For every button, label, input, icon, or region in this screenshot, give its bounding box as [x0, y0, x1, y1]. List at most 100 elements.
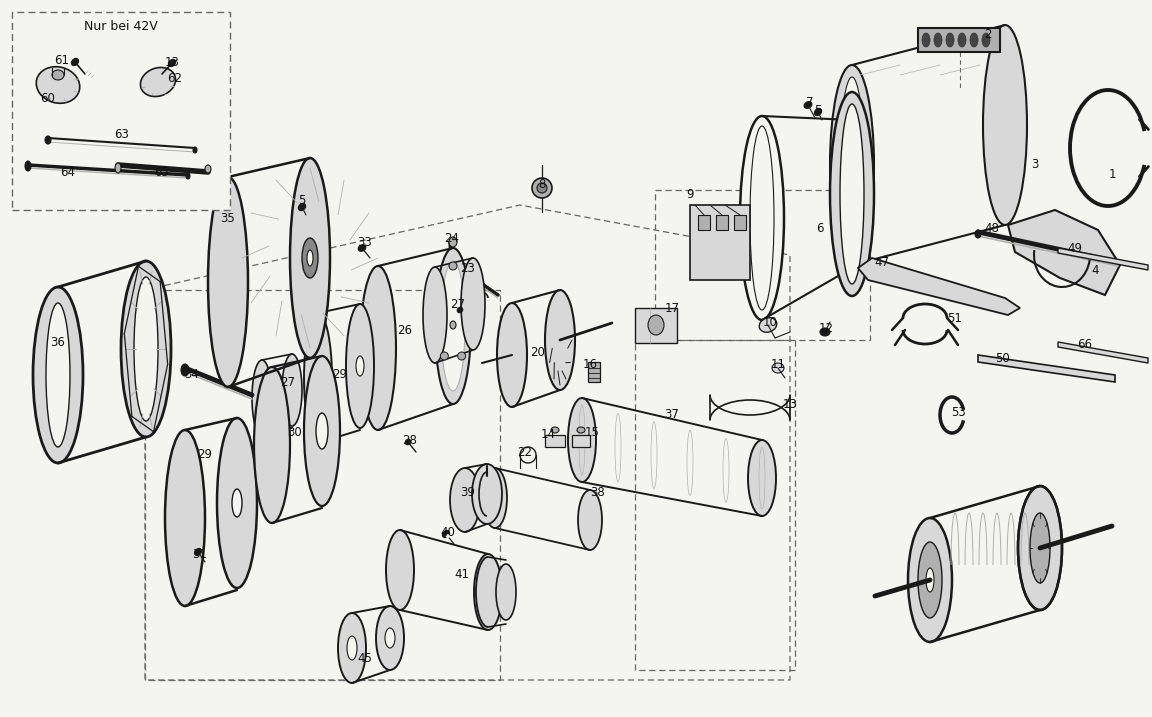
Ellipse shape: [181, 364, 189, 376]
Polygon shape: [978, 355, 1115, 382]
Ellipse shape: [359, 266, 396, 430]
Ellipse shape: [975, 230, 982, 238]
Text: 9: 9: [687, 189, 694, 201]
Bar: [690, 205, 750, 280]
Text: 12: 12: [819, 321, 834, 335]
Text: 5: 5: [298, 194, 305, 206]
Ellipse shape: [52, 70, 65, 80]
Ellipse shape: [195, 549, 202, 556]
Text: Nur bei 42V: Nur bei 42V: [84, 21, 158, 34]
Ellipse shape: [804, 102, 812, 108]
Ellipse shape: [934, 33, 942, 47]
Ellipse shape: [304, 313, 332, 443]
Ellipse shape: [252, 360, 272, 436]
Ellipse shape: [740, 116, 785, 320]
Text: 40: 40: [440, 526, 455, 538]
Ellipse shape: [1030, 513, 1049, 583]
Text: 7: 7: [806, 95, 813, 108]
Text: 29: 29: [197, 449, 212, 462]
Ellipse shape: [814, 108, 821, 115]
Ellipse shape: [551, 427, 559, 433]
Text: 36: 36: [51, 336, 66, 348]
Ellipse shape: [568, 398, 596, 482]
Text: 38: 38: [591, 485, 605, 498]
Ellipse shape: [121, 261, 170, 437]
Text: 61: 61: [54, 54, 69, 67]
Text: 64: 64: [61, 166, 76, 179]
Text: 5: 5: [814, 103, 821, 116]
Text: 17: 17: [665, 302, 680, 315]
Text: 27: 27: [280, 376, 296, 389]
Ellipse shape: [545, 290, 575, 390]
Ellipse shape: [829, 92, 874, 296]
Ellipse shape: [946, 33, 954, 47]
Ellipse shape: [217, 418, 257, 588]
Ellipse shape: [232, 489, 242, 517]
Ellipse shape: [820, 328, 829, 336]
Ellipse shape: [306, 250, 313, 266]
Polygon shape: [1058, 248, 1149, 270]
Text: 29: 29: [333, 369, 348, 381]
Ellipse shape: [647, 315, 664, 335]
Ellipse shape: [983, 25, 1026, 225]
Text: 16: 16: [583, 358, 598, 371]
Text: 26: 26: [397, 323, 412, 336]
Ellipse shape: [840, 77, 864, 253]
Ellipse shape: [970, 33, 978, 47]
Text: 41: 41: [455, 569, 470, 581]
Ellipse shape: [450, 468, 480, 532]
Ellipse shape: [473, 554, 502, 630]
Ellipse shape: [457, 352, 465, 360]
Ellipse shape: [918, 542, 942, 618]
Ellipse shape: [577, 427, 585, 433]
Ellipse shape: [298, 204, 305, 211]
Ellipse shape: [1018, 486, 1062, 610]
Text: 35: 35: [221, 212, 235, 224]
Text: 66: 66: [1077, 338, 1092, 351]
Text: 37: 37: [665, 409, 680, 422]
Bar: [698, 215, 710, 230]
Text: 65: 65: [154, 166, 169, 179]
Ellipse shape: [497, 564, 516, 620]
Text: 4: 4: [1091, 264, 1099, 277]
Ellipse shape: [450, 321, 456, 329]
Text: 33: 33: [357, 235, 372, 249]
Ellipse shape: [759, 318, 776, 332]
Text: 34: 34: [184, 369, 199, 381]
Ellipse shape: [45, 136, 51, 144]
Text: 60: 60: [40, 92, 55, 105]
Text: 10: 10: [763, 315, 778, 328]
Ellipse shape: [168, 60, 175, 67]
Ellipse shape: [25, 161, 31, 171]
Text: 51: 51: [948, 311, 962, 325]
Text: 28: 28: [402, 434, 417, 447]
Text: 13: 13: [165, 55, 180, 69]
Ellipse shape: [449, 262, 457, 270]
Ellipse shape: [386, 530, 414, 610]
Bar: [573, 435, 590, 447]
Ellipse shape: [423, 267, 447, 363]
Text: 47: 47: [874, 255, 889, 268]
Text: 14: 14: [540, 429, 555, 442]
Ellipse shape: [537, 183, 547, 193]
Text: 50: 50: [994, 351, 1009, 364]
Polygon shape: [1008, 210, 1120, 295]
Ellipse shape: [134, 277, 158, 421]
Bar: [545, 435, 564, 447]
Ellipse shape: [36, 67, 79, 103]
Bar: [717, 215, 728, 230]
Ellipse shape: [446, 534, 450, 538]
Ellipse shape: [958, 33, 967, 47]
Text: 2: 2: [984, 29, 992, 42]
Ellipse shape: [347, 636, 357, 660]
Text: 48: 48: [985, 222, 1000, 234]
Ellipse shape: [290, 158, 329, 358]
Text: 49: 49: [1068, 242, 1083, 255]
Ellipse shape: [46, 303, 70, 447]
Text: 6: 6: [817, 222, 824, 234]
Ellipse shape: [304, 356, 340, 506]
Bar: [635, 308, 677, 343]
Polygon shape: [858, 258, 1020, 315]
Ellipse shape: [194, 147, 197, 153]
Polygon shape: [1058, 342, 1149, 363]
